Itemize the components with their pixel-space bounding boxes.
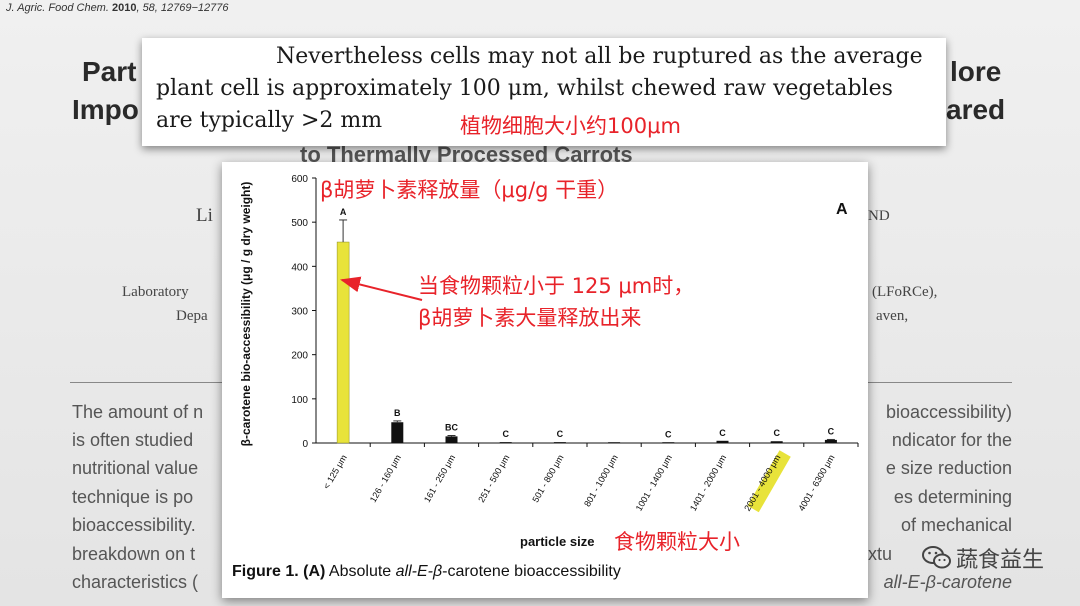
bg-title-left-2: Impo: [72, 94, 139, 125]
x-tick-highlight: [747, 450, 791, 513]
bg-affiliation-right-2: aven,: [876, 308, 909, 324]
x-tick-label: 1401 - 2000 μm: [688, 453, 728, 513]
x-tick-label: 801 - 1000 μm: [582, 453, 620, 508]
bg-body-left-0: The amount of n: [72, 402, 204, 422]
x-tick-label: 1001 - 1400 μm: [634, 453, 674, 513]
bg-body-right-3: es determining: [893, 487, 1012, 507]
x-tick-label: < 125 μm: [321, 453, 349, 491]
significance-letter: C: [773, 428, 780, 438]
bar: [499, 442, 512, 443]
bar: [553, 442, 566, 443]
y-tick-label: 200: [291, 351, 308, 362]
bg-affiliation-left-2: Depa: [176, 308, 208, 324]
bg-body-right-6: all-E-β-carotene: [883, 572, 1012, 592]
bar: [336, 241, 350, 444]
watermark-label: 蔬食益生: [955, 548, 1044, 573]
quote-line-3: are typically >2 mm: [156, 108, 383, 133]
annotation-text-2: β胡萝卜素大量释放出来: [418, 306, 642, 330]
significance-letter: A: [340, 207, 347, 217]
quote-line-2: plant cell is approximately 100 μm, whil…: [156, 76, 893, 101]
x-tick-label: 4001 - 6300 μm: [796, 453, 836, 513]
bar: [662, 442, 675, 443]
bg-title-right-2: ared: [946, 94, 1006, 125]
annotation-arrow: [340, 276, 423, 301]
bg-body-left-6: characteristics (: [72, 572, 199, 592]
bg-body-left-4: bioaccessibility.: [72, 515, 196, 535]
quote-line-1: Nevertheless cells may not all be ruptur…: [276, 44, 923, 69]
bg-affiliation-left-1: Laboratory: [122, 284, 189, 300]
citation: J. Agric. Food Chem. 2010, 58, 12769−127…: [6, 2, 229, 14]
significance-letter: C: [557, 429, 564, 439]
bg-body-left-3: technique is po: [72, 487, 194, 507]
watermark: 蔬食益生: [921, 542, 1044, 574]
significance-letter: C: [828, 426, 835, 436]
bg-body-right-0: bioaccessibility): [885, 402, 1012, 422]
y-tick-label: 400: [291, 262, 308, 273]
y-tick-label: 300: [291, 307, 308, 318]
bar: [770, 441, 783, 443]
bar: [391, 422, 404, 443]
bg-body-right-1: ndicator for the: [891, 430, 1012, 450]
wechat-icon: [921, 546, 951, 569]
bg-body-right-4: of mechanical: [900, 515, 1012, 535]
significance-letter: B: [394, 408, 401, 418]
significance-letter: C: [719, 428, 726, 438]
bg-affiliation-right-1: (LFoRCe),: [872, 284, 938, 300]
bg-body-left-2: nutritional value: [72, 458, 199, 478]
cell-size-annotation: 植物细胞大小约100μm: [460, 114, 681, 138]
bg-author-fragment: Li: [196, 205, 213, 226]
bg-body-left-5: breakdown on t: [72, 544, 196, 564]
significance-letter: C: [502, 429, 509, 439]
quote-box: Nevertheless cells may not all be ruptur…: [142, 38, 946, 146]
significance-letter: BC: [445, 422, 458, 432]
y-tick-label: 0: [302, 439, 308, 450]
bg-author-fragment-2: ND: [868, 208, 890, 224]
bg-body-right-5: xtu: [868, 544, 893, 564]
y-axis-label-cn: β胡萝卜素释放量（μg/g 干重）: [320, 178, 619, 202]
bar: [608, 442, 621, 443]
annotation-text-1: 当食物颗粒小于 125 μm时，: [418, 274, 695, 298]
x-axis-label: particle size: [520, 534, 594, 549]
x-tick-label: 126 - 160 μm: [368, 453, 403, 504]
bar: [716, 440, 729, 443]
y-tick-label: 600: [291, 174, 308, 185]
x-axis-label-cn: 食物颗粒大小: [614, 530, 740, 554]
bar: [824, 439, 837, 443]
figure-caption: Figure 1. (A) Absolute all-E-β-carotene …: [232, 563, 621, 580]
bar: [445, 436, 458, 443]
x-tick-label: 161 - 250 μm: [422, 453, 457, 504]
x-tick-label: 251 - 500 μm: [476, 453, 511, 504]
significance-letter: C: [665, 430, 672, 440]
x-tick-label: 501 - 800 μm: [530, 453, 565, 504]
bg-body-left-1: is often studied: [72, 430, 194, 450]
y-tick-label: 100: [291, 395, 308, 406]
bg-body-right-2: e size reduction: [885, 458, 1012, 478]
bar-chart: 0 100 200 300 400 500 600 < 125 μm 126 - 160 μm 1…: [239, 174, 859, 549]
y-tick-label: 500: [291, 218, 308, 229]
y-axis-label: β-carotene bio-accessibility (μg / g dry…: [239, 182, 253, 447]
bg-title-left-1: Part: [82, 56, 137, 87]
figure-panel: 0 100 200 300 400 500 600 < 125 μm 126 - 160 μm 1…: [222, 162, 868, 598]
panel-label: A: [836, 201, 848, 218]
bg-title-right-1: lore: [950, 56, 1002, 87]
